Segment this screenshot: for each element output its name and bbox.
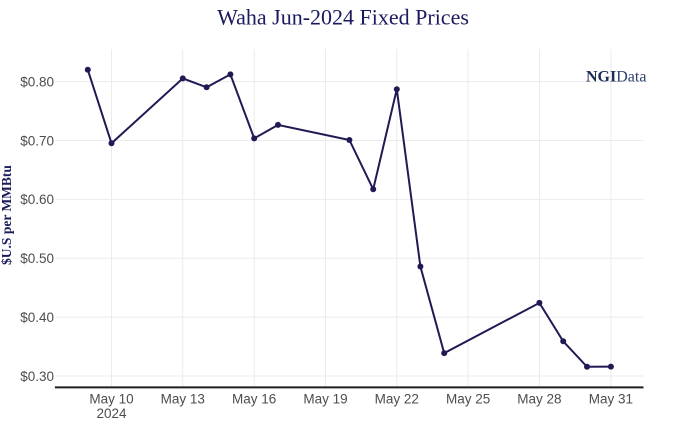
svg-text:May 10: May 10 [89, 391, 133, 406]
svg-text:May 22: May 22 [375, 391, 419, 406]
svg-text:2024: 2024 [96, 406, 127, 421]
svg-text:May 13: May 13 [161, 391, 205, 406]
svg-text:$0.70: $0.70 [20, 133, 54, 148]
svg-text:May 28: May 28 [517, 391, 561, 406]
svg-text:May 25: May 25 [446, 391, 490, 406]
svg-text:$0.80: $0.80 [20, 74, 54, 89]
svg-text:May 19: May 19 [303, 391, 347, 406]
svg-text:$0.60: $0.60 [20, 192, 54, 207]
svg-text:$0.50: $0.50 [20, 251, 54, 266]
svg-text:May 31: May 31 [589, 391, 633, 406]
svg-text:$0.30: $0.30 [20, 369, 54, 384]
svg-text:$U.S per MMBtu: $U.S per MMBtu [0, 165, 14, 265]
svg-text:May 16: May 16 [232, 391, 276, 406]
svg-text:NGIData: NGIData [586, 69, 646, 86]
svg-text:Waha Jun-2024 Fixed Prices: Waha Jun-2024 Fixed Prices [217, 5, 469, 30]
svg-text:$0.40: $0.40 [20, 310, 54, 325]
